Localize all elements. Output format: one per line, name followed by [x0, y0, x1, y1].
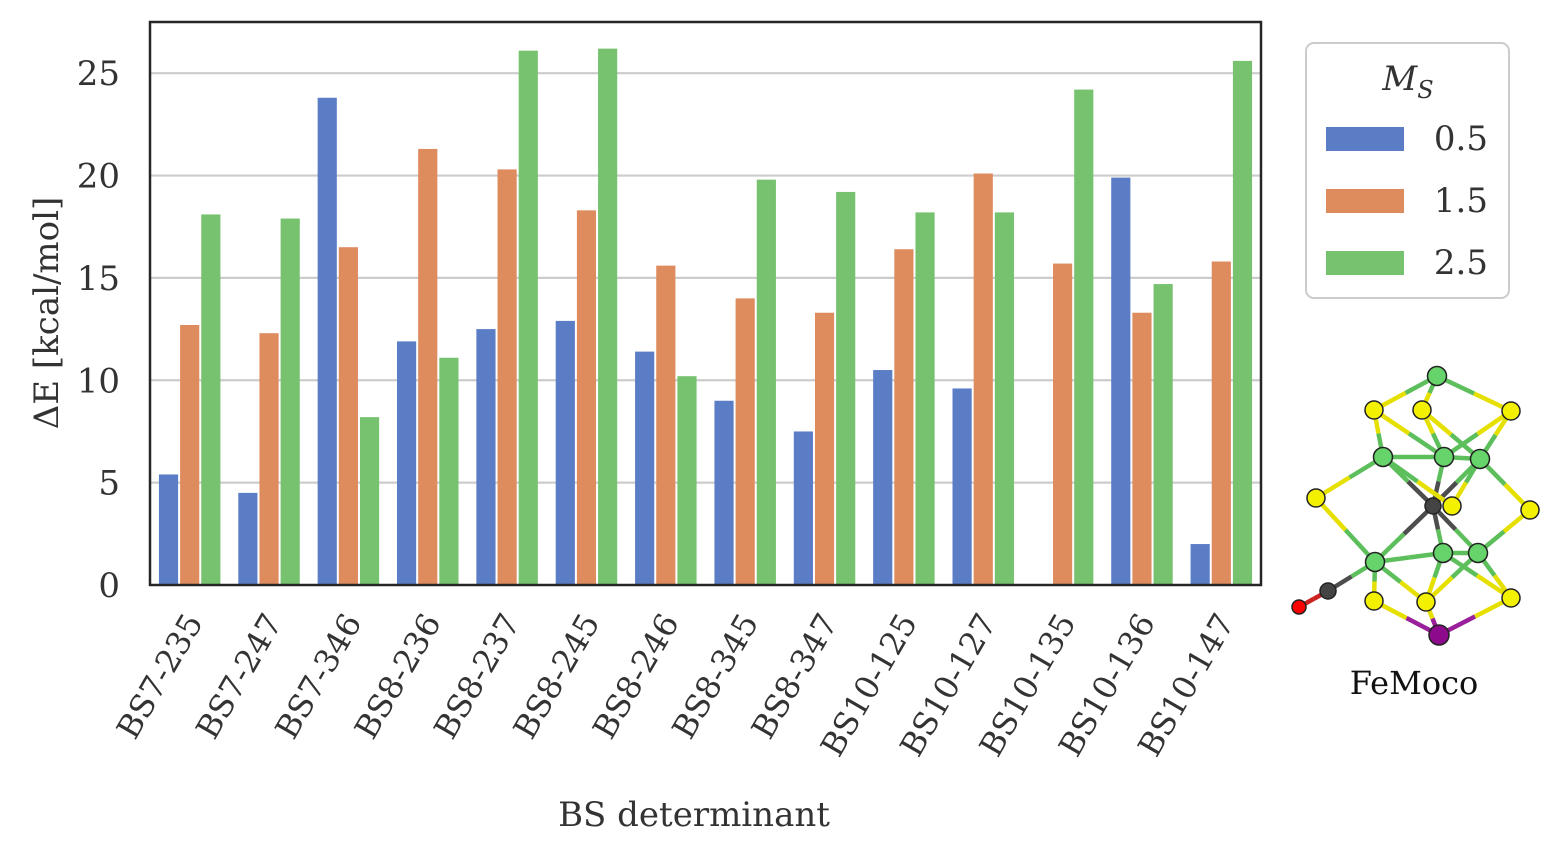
molecule-atom	[1416, 592, 1436, 612]
molecule-atom	[1426, 365, 1448, 387]
molecule-atom	[1501, 588, 1521, 608]
bar	[158, 474, 179, 585]
molecule-atom	[1319, 582, 1337, 600]
molecule-atom	[1501, 401, 1521, 421]
molecule-atom	[1432, 542, 1454, 564]
plot-frame	[148, 20, 1263, 587]
molecule-atom	[1433, 446, 1455, 468]
bar	[735, 298, 755, 585]
y-axis-label: ΔE [kcal/mol]	[27, 197, 67, 430]
molecule-atom	[1412, 400, 1432, 420]
bar	[598, 48, 618, 585]
molecule-atom	[1424, 497, 1442, 515]
bar	[180, 324, 200, 585]
bar	[836, 191, 856, 585]
y-tick-label: 0	[98, 566, 120, 606]
bar	[894, 249, 914, 586]
y-tick-label: 15	[77, 259, 120, 299]
bar	[201, 214, 221, 585]
molecule-atom	[1364, 551, 1386, 573]
legend-title-subscript: S	[1417, 76, 1433, 104]
femoco-molecule-image	[1291, 365, 1540, 646]
molecule-atom	[1442, 496, 1462, 516]
bar	[814, 312, 835, 585]
bar	[1132, 312, 1152, 585]
legend-swatch	[1326, 127, 1404, 151]
molecule-atom	[1467, 542, 1489, 564]
x-axis-ticks: BS7-235BS7-247BS7-346BS8-236BS8-237BS8-2…	[109, 607, 1242, 763]
bar	[238, 492, 258, 585]
bar	[280, 218, 300, 585]
legend-entry: 0.5	[1434, 119, 1488, 159]
bar	[317, 97, 337, 586]
y-axis-ticks: 0 5 10 15 20 25	[77, 54, 120, 606]
molecule-atom	[1372, 446, 1394, 468]
bar	[1074, 89, 1094, 585]
bars	[158, 48, 1253, 586]
molecule-atom	[1428, 624, 1450, 646]
legend-swatch	[1326, 251, 1404, 275]
bar	[973, 173, 993, 586]
bar	[756, 179, 776, 585]
bar	[1153, 284, 1173, 585]
bar	[476, 329, 496, 585]
legend-items: 0.5 1.5 2.5	[1326, 119, 1488, 283]
bar	[952, 388, 972, 585]
bar	[259, 333, 279, 585]
bar	[915, 212, 935, 585]
bar	[555, 320, 575, 585]
legend-frame	[1305, 42, 1510, 299]
bar	[397, 341, 417, 585]
y-tick-label: 25	[77, 54, 120, 94]
y-tick-label: 5	[98, 464, 120, 504]
y-tick-label: 20	[77, 157, 120, 197]
bar	[677, 376, 697, 585]
legend-swatch	[1326, 189, 1404, 213]
bar	[1053, 263, 1073, 585]
bar	[576, 210, 597, 585]
bar	[418, 148, 438, 585]
molecule-atom	[1364, 400, 1384, 420]
bar	[635, 351, 655, 585]
molecule-atom	[1520, 500, 1540, 520]
bar	[656, 265, 676, 585]
molecule-atom	[1306, 488, 1326, 508]
molecule-atom	[1364, 591, 1384, 611]
bar	[338, 247, 358, 585]
molecule-atom	[1291, 599, 1307, 615]
legend-entry: 2.5	[1434, 243, 1488, 283]
bar	[1232, 60, 1253, 585]
molecule-atom	[1469, 448, 1491, 470]
bar	[1211, 261, 1231, 585]
bar	[793, 431, 813, 585]
bar	[497, 169, 517, 586]
bar	[1111, 177, 1131, 586]
y-tick-label: 10	[77, 361, 120, 401]
molecule-label: FeMoco	[1350, 664, 1479, 702]
bar	[1190, 544, 1210, 585]
bar	[714, 400, 734, 585]
legend-entry: 1.5	[1434, 181, 1488, 221]
legend: MS 0.51.52.5	[1305, 42, 1510, 299]
bar	[359, 417, 380, 585]
x-axis-label: BS determinant	[558, 795, 830, 835]
bar	[873, 370, 893, 585]
bar	[439, 357, 459, 585]
grid-lines	[150, 72, 1261, 484]
bar	[994, 212, 1014, 585]
bar	[518, 50, 538, 586]
